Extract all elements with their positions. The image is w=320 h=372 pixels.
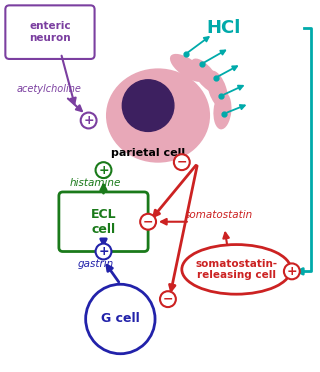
FancyBboxPatch shape (5, 5, 95, 59)
Text: parietal cell: parietal cell (111, 148, 185, 158)
Text: somatostatin: somatostatin (185, 210, 254, 220)
Text: ECL
cell: ECL cell (91, 208, 116, 236)
Ellipse shape (213, 92, 231, 129)
Text: +: + (286, 265, 297, 278)
Ellipse shape (191, 58, 220, 93)
Circle shape (140, 214, 156, 230)
Text: +: + (98, 164, 109, 177)
Text: −: − (177, 155, 187, 169)
Text: +: + (83, 114, 94, 127)
Circle shape (160, 291, 176, 307)
Text: −: − (143, 215, 153, 228)
Circle shape (81, 113, 97, 128)
Text: gastrin: gastrin (77, 259, 114, 269)
Circle shape (96, 162, 111, 178)
Text: histamine: histamine (70, 178, 121, 188)
Text: −: − (163, 293, 173, 306)
Ellipse shape (106, 68, 210, 163)
Text: HCl: HCl (207, 19, 241, 37)
Circle shape (86, 284, 155, 354)
Text: acetylcholine: acetylcholine (17, 84, 81, 94)
Ellipse shape (182, 244, 291, 294)
FancyBboxPatch shape (59, 192, 148, 251)
Circle shape (174, 154, 190, 170)
Circle shape (122, 80, 174, 131)
Ellipse shape (170, 54, 205, 82)
Text: +: + (98, 245, 109, 258)
Circle shape (284, 263, 300, 279)
Ellipse shape (207, 71, 228, 109)
Text: somatostatin-
releasing cell: somatostatin- releasing cell (195, 259, 277, 280)
Text: enteric
neuron: enteric neuron (29, 21, 71, 43)
Text: G cell: G cell (101, 312, 140, 326)
Circle shape (96, 244, 111, 259)
